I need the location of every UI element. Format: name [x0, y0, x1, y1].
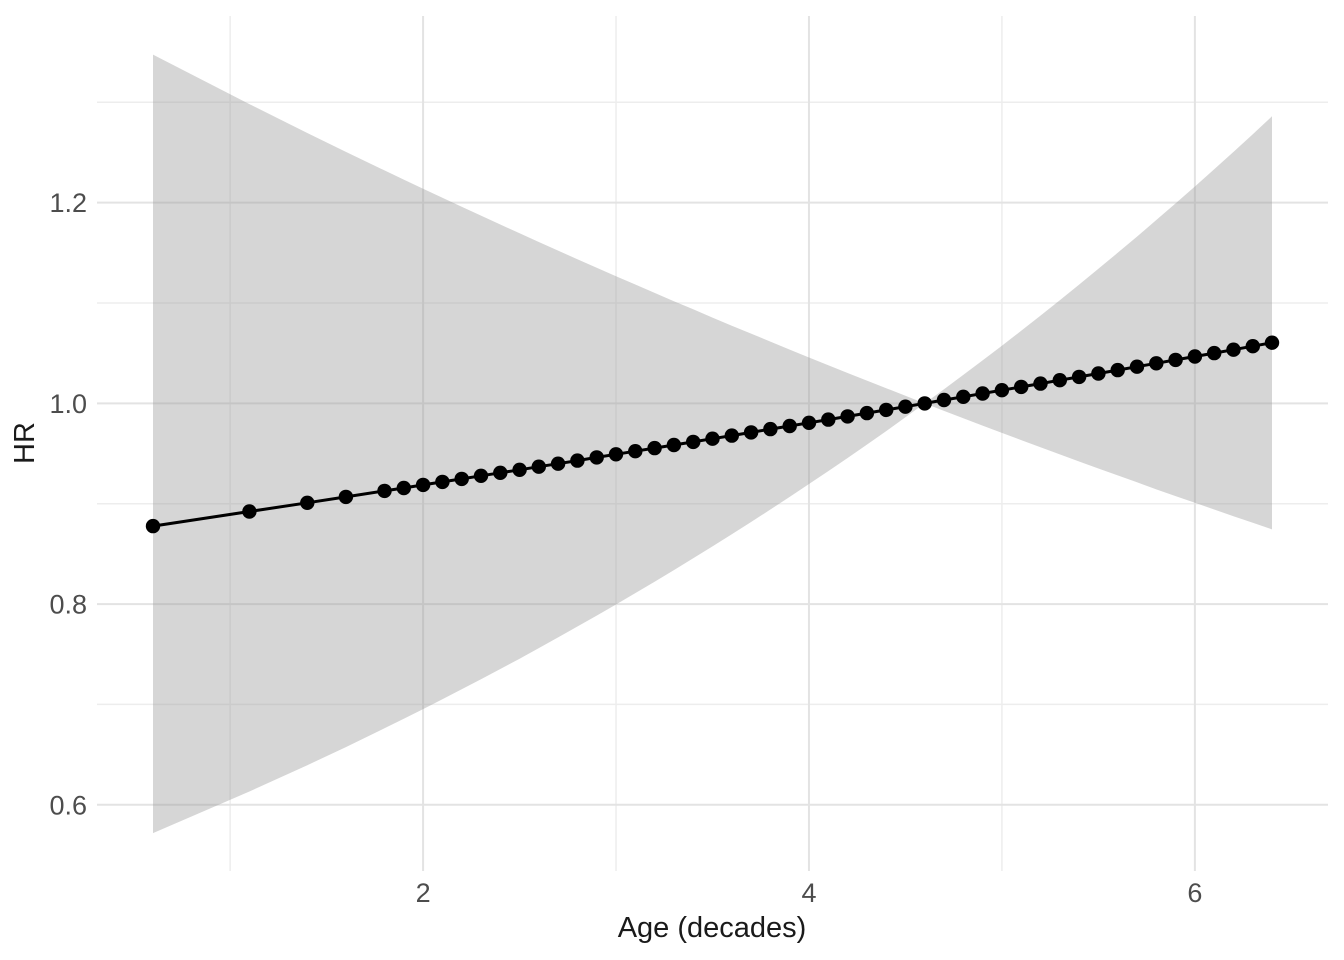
data-point	[396, 480, 411, 496]
data-point	[879, 402, 894, 418]
data-point	[377, 483, 392, 499]
data-point	[435, 474, 450, 490]
data-point	[300, 495, 315, 510]
data-point	[1245, 339, 1261, 354]
data-point	[763, 421, 778, 437]
data-point	[512, 462, 527, 477]
data-point	[415, 477, 431, 493]
data-point	[956, 389, 971, 404]
data-point	[242, 504, 257, 519]
data-point	[936, 392, 952, 408]
data-point	[608, 447, 624, 462]
data-point	[1110, 362, 1125, 378]
hr-line-layer	[145, 335, 1280, 534]
data-point	[647, 440, 662, 456]
y-tick-label: 0.6	[49, 790, 87, 820]
data-point	[531, 459, 546, 474]
data-point	[589, 450, 604, 465]
data-point	[1226, 342, 1241, 357]
data-point	[550, 456, 566, 471]
data-point	[705, 431, 720, 446]
data-point	[1149, 356, 1164, 371]
data-point	[1129, 359, 1145, 374]
data-point	[628, 444, 643, 459]
data-point	[1014, 379, 1029, 395]
data-point	[666, 437, 682, 453]
data-point	[686, 434, 701, 450]
y-tick-label: 1.0	[49, 389, 87, 419]
x-tick-label: 4	[801, 878, 816, 908]
data-point	[743, 425, 759, 440]
data-point	[724, 428, 739, 443]
data-point	[782, 418, 797, 434]
data-point	[917, 396, 932, 411]
data-point	[898, 399, 913, 414]
data-point	[493, 465, 508, 480]
y-tick-label: 1.2	[49, 188, 87, 218]
y-tick-label: 0.8	[49, 590, 87, 620]
data-point	[1187, 349, 1203, 364]
data-point	[145, 518, 161, 534]
data-point	[1091, 366, 1106, 381]
x-tick-label: 2	[416, 878, 431, 908]
data-point	[338, 489, 354, 505]
tick-label-layer: 2 4 6 0.6 0.8 1.0 1.2	[49, 188, 1202, 908]
grid-layer	[97, 16, 1328, 871]
data-point	[454, 471, 469, 487]
data-point	[821, 412, 836, 427]
data-point	[840, 409, 855, 424]
data-point	[1207, 345, 1222, 361]
data-point	[994, 383, 1010, 398]
x-tick-label: 6	[1187, 878, 1202, 908]
data-point	[1071, 369, 1087, 385]
data-point	[975, 386, 990, 401]
data-point	[859, 405, 875, 421]
data-point	[570, 453, 585, 468]
y-axis-title: HR	[9, 422, 41, 464]
data-point	[801, 415, 817, 430]
data-point	[1033, 376, 1048, 391]
data-point	[473, 468, 489, 483]
x-axis-title: Age (decades)	[618, 912, 807, 944]
data-point	[1052, 373, 1068, 388]
data-point	[1264, 335, 1280, 350]
data-point	[1168, 352, 1183, 368]
